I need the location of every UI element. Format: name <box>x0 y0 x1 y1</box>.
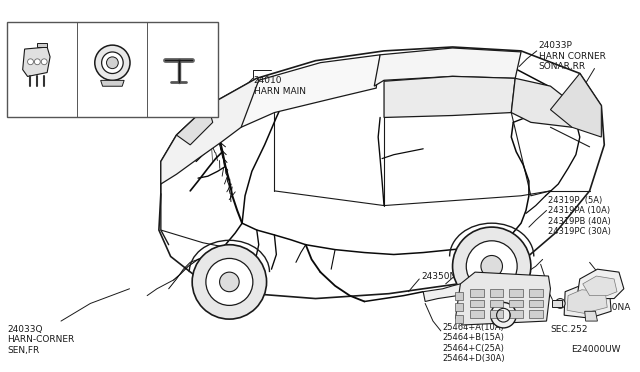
Polygon shape <box>100 80 124 86</box>
Bar <box>509 310 523 318</box>
Bar <box>7 22 218 118</box>
Circle shape <box>491 302 516 328</box>
Circle shape <box>41 59 47 65</box>
Bar <box>552 299 562 307</box>
Circle shape <box>28 59 33 65</box>
Text: 24033P
HARN CORNER
SONAR,RR: 24033P HARN CORNER SONAR,RR <box>539 41 605 71</box>
Bar <box>470 310 484 318</box>
Text: 24350N: 24350N <box>421 272 456 281</box>
Polygon shape <box>585 311 597 321</box>
Polygon shape <box>567 290 607 313</box>
Bar <box>490 289 504 296</box>
Polygon shape <box>423 284 462 301</box>
Text: 24319P  (5A)
24319PA (10A)
24319PB (40A)
24319PC (30A): 24319P (5A) 24319PA (10A) 24319PB (40A) … <box>548 196 611 236</box>
Polygon shape <box>384 76 515 118</box>
Text: 25464+A(10A)
25464+B(15A)
25464+C(25A)
25464+D(30A): 25464+A(10A) 25464+B(15A) 25464+C(25A) 2… <box>443 323 506 363</box>
Polygon shape <box>37 43 47 47</box>
Circle shape <box>467 241 517 292</box>
Bar <box>490 310 504 318</box>
Circle shape <box>556 299 565 308</box>
Text: E24000UW: E24000UW <box>572 345 621 355</box>
Polygon shape <box>161 78 259 184</box>
Text: SEC.252: SEC.252 <box>550 325 588 334</box>
Text: 24010
HARN MAIN: 24010 HARN MAIN <box>254 76 306 96</box>
Circle shape <box>452 227 531 305</box>
Polygon shape <box>159 47 604 299</box>
Polygon shape <box>578 269 624 299</box>
Polygon shape <box>177 106 212 145</box>
Polygon shape <box>374 48 521 86</box>
Text: 24033Q
HARN-CORNER
SEN,FR: 24033Q HARN-CORNER SEN,FR <box>7 325 74 355</box>
Bar <box>456 304 463 311</box>
Text: 24350NA: 24350NA <box>589 304 631 312</box>
Circle shape <box>192 245 267 319</box>
Bar <box>490 299 504 307</box>
Bar <box>529 289 543 296</box>
Text: 24049B: 24049B <box>482 311 516 320</box>
Circle shape <box>95 45 130 80</box>
Text: 24010E: 24010E <box>26 103 58 112</box>
Bar <box>470 289 484 296</box>
Circle shape <box>102 52 123 74</box>
Bar <box>509 299 523 307</box>
Circle shape <box>106 57 118 68</box>
Bar <box>456 315 463 323</box>
Polygon shape <box>564 284 611 318</box>
Circle shape <box>206 259 253 305</box>
Polygon shape <box>456 272 550 325</box>
Polygon shape <box>550 73 602 137</box>
Bar <box>470 299 484 307</box>
Circle shape <box>220 272 239 292</box>
Polygon shape <box>221 55 380 127</box>
Circle shape <box>35 59 40 65</box>
Bar <box>529 310 543 318</box>
Polygon shape <box>583 276 617 296</box>
Polygon shape <box>511 78 578 127</box>
Text: 24010EC: 24010EC <box>164 103 201 112</box>
Text: 24010EA: 24010EA <box>94 103 131 112</box>
Bar <box>509 289 523 296</box>
Circle shape <box>481 256 502 277</box>
Bar <box>529 299 543 307</box>
Polygon shape <box>22 47 50 77</box>
Text: 24382N: 24382N <box>482 264 517 273</box>
Bar <box>456 292 463 299</box>
